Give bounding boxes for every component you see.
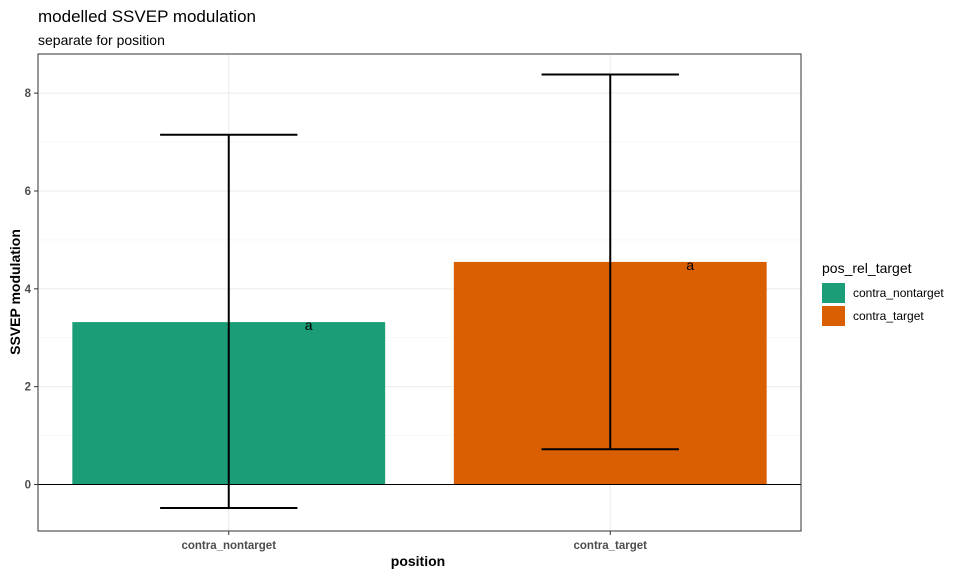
panel-border bbox=[37, 53, 802, 532]
chart-title: modelled SSVEP modulation bbox=[38, 7, 256, 26]
legend-title: pos_rel_target bbox=[822, 260, 912, 276]
y-tick-label: 8 bbox=[25, 88, 32, 100]
legend-items: contra_nontarget contra_target bbox=[822, 283, 944, 326]
legend-label: contra_target bbox=[853, 309, 924, 323]
x-axis: contra_nontarget contra_target bbox=[181, 531, 647, 552]
annotations: aa bbox=[305, 257, 695, 333]
y-tick-label: 6 bbox=[25, 186, 31, 198]
x-tick-label: contra_nontarget bbox=[181, 540, 276, 552]
chart-subtitle: separate for position bbox=[38, 32, 165, 48]
y-axis-title: SSVEP modulation bbox=[7, 229, 23, 355]
x-axis-title: position bbox=[391, 553, 445, 569]
x-tick-label: contra_target bbox=[574, 540, 648, 552]
bars bbox=[72, 261, 767, 485]
error-bar-contra_target bbox=[541, 73, 679, 451]
legend-swatch bbox=[822, 306, 845, 326]
error-bar-contra_nontarget bbox=[160, 133, 298, 510]
legend-label: contra_nontarget bbox=[853, 286, 944, 300]
error-bars bbox=[160, 73, 679, 510]
annotation-label: a bbox=[686, 257, 694, 273]
y-tick-label: 0 bbox=[25, 480, 31, 492]
annotation-label: a bbox=[305, 317, 313, 333]
legend-swatch bbox=[822, 283, 845, 303]
y-tick-label: 2 bbox=[25, 382, 31, 394]
y-tick-label: 4 bbox=[25, 284, 32, 296]
y-axis: 0 2 4 6 8 bbox=[25, 88, 38, 492]
legend: pos_rel_target contra_nontarget contra_ta… bbox=[822, 260, 944, 326]
